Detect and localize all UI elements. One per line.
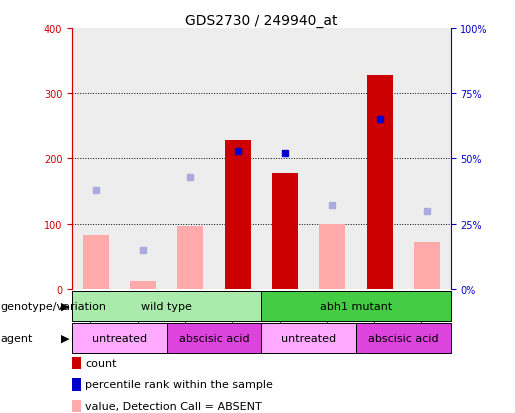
- Bar: [214, 29, 261, 289]
- Text: untreated: untreated: [281, 333, 336, 343]
- Bar: [83, 236, 109, 289]
- Bar: [225, 141, 251, 289]
- Bar: [356, 29, 403, 289]
- Text: abh1 mutant: abh1 mutant: [320, 301, 392, 311]
- Text: abscisic acid: abscisic acid: [179, 333, 249, 343]
- Bar: [177, 227, 203, 289]
- Bar: [119, 29, 167, 289]
- Text: agent: agent: [0, 333, 32, 343]
- Text: untreated: untreated: [92, 333, 147, 343]
- Bar: [319, 224, 346, 289]
- Text: genotype/variation: genotype/variation: [0, 301, 106, 311]
- Bar: [272, 173, 298, 289]
- Bar: [308, 29, 356, 289]
- Text: percentile rank within the sample: percentile rank within the sample: [85, 380, 273, 389]
- Title: GDS2730 / 249940_at: GDS2730 / 249940_at: [185, 14, 338, 28]
- Text: count: count: [85, 358, 117, 368]
- Bar: [414, 242, 440, 289]
- Text: wild type: wild type: [141, 301, 192, 311]
- Bar: [167, 29, 214, 289]
- Bar: [72, 29, 119, 289]
- Bar: [130, 281, 156, 289]
- Bar: [261, 29, 308, 289]
- Text: ▶: ▶: [61, 333, 70, 343]
- Bar: [367, 76, 392, 289]
- Text: ▶: ▶: [61, 301, 70, 311]
- Text: abscisic acid: abscisic acid: [368, 333, 439, 343]
- Text: value, Detection Call = ABSENT: value, Detection Call = ABSENT: [85, 401, 262, 411]
- Bar: [403, 29, 451, 289]
